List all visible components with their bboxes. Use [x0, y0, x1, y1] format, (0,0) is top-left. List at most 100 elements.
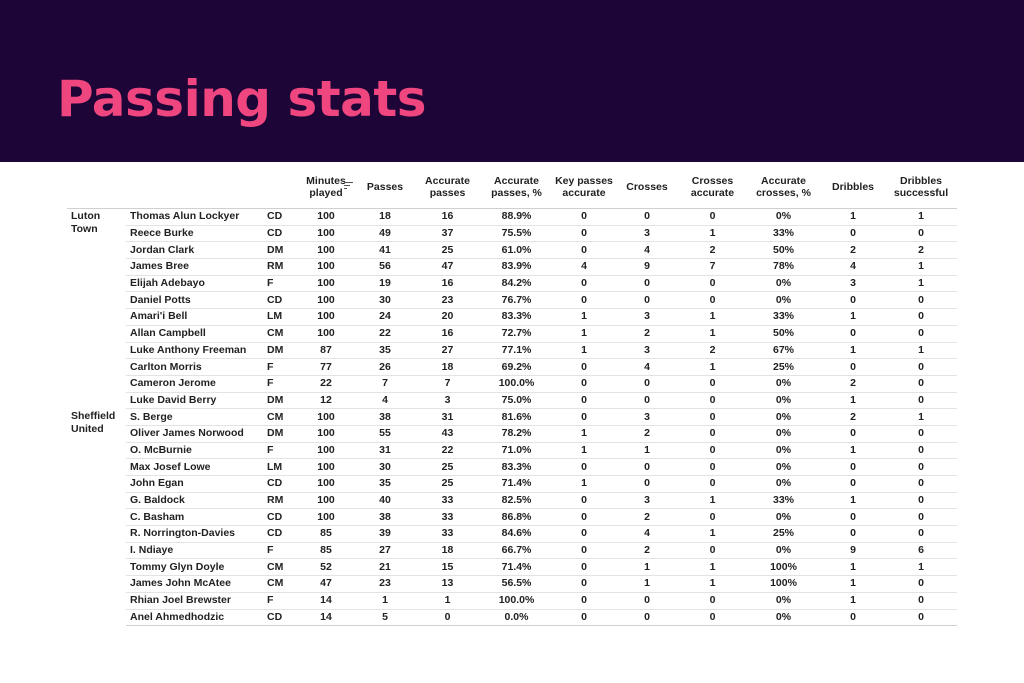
key-passes-accurate-cell: 0 [553, 375, 615, 393]
player-name-cell: Anel Ahmedhodzic [126, 609, 263, 627]
dribbles-successful-cell: 1 [885, 208, 957, 226]
dribbles-cell: 2 [821, 241, 885, 260]
key-passes-accurate-cell: 1 [553, 342, 615, 360]
column-header-key-passes-accurate[interactable]: Key passes accurate [553, 166, 615, 209]
crosses-cell: 3 [615, 308, 679, 326]
minutes-played-cell: 47 [297, 575, 355, 593]
column-header-accurate-passes-pct[interactable]: Accurate passes, % [480, 166, 553, 209]
team-name: Luton Town [71, 210, 101, 235]
crosses-cell: 3 [615, 492, 679, 510]
crosses-cell: 0 [615, 275, 679, 293]
accurate-passes-pct-cell: 71.4% [480, 558, 553, 577]
table-row: John Egan CD 100 35 25 71.4% 1 0 0 0% 0 0 [67, 475, 957, 493]
dribbles-cell: 1 [821, 392, 885, 410]
key-passes-accurate-cell: 0 [553, 358, 615, 376]
key-passes-accurate-cell: 0 [553, 291, 615, 310]
table-row: Anel Ahmedhodzic CD 14 5 0 0.0% 0 0 0 0% 0 0 [67, 609, 957, 627]
column-header-crosses-accurate[interactable]: Crosses accurate [679, 166, 746, 209]
player-name-cell: Allan Campbell [126, 325, 263, 343]
passes-cell: 38 [355, 508, 415, 527]
dribbles-successful-cell: 0 [885, 609, 957, 627]
accurate-crosses-pct-cell: 0% [746, 392, 821, 410]
key-passes-accurate-cell: 0 [553, 508, 615, 527]
passes-cell: 21 [355, 558, 415, 577]
position-cell: CD [263, 291, 297, 310]
accurate-passes-pct-cell: 78.2% [480, 425, 553, 443]
table-row: Cameron Jerome F 22 7 7 100.0% 0 0 0 0% 2 0 [67, 375, 957, 393]
position-cell: F [263, 275, 297, 293]
accurate-passes-cell: 33 [415, 492, 480, 510]
column-header-accurate-passes[interactable]: Accurate passes [415, 166, 480, 209]
team-name: Sheffield United [71, 409, 116, 435]
minutes-played-cell: 85 [297, 525, 355, 543]
crosses-cell: 9 [615, 258, 679, 276]
accurate-passes-pct-cell: 66.7% [480, 542, 553, 560]
passes-cell: 55 [355, 425, 415, 443]
accurate-passes-pct-cell: 71.0% [480, 442, 553, 460]
column-header-dribbles-successful[interactable]: Dribbles successful [885, 166, 957, 209]
crosses-cell: 3 [615, 225, 679, 243]
crosses-cell: 0 [615, 375, 679, 393]
player-name-cell: Max Josef Lowe [126, 458, 263, 476]
dribbles-cell: 0 [821, 425, 885, 443]
crosses-cell: 2 [615, 508, 679, 527]
column-header-minutes-played[interactable]: Minutes played [297, 166, 355, 209]
table-row: Luke Anthony Freeman DM 87 35 27 77.1% 1 3 2 67% 1… [67, 342, 957, 360]
player-name-cell: Rhian Joel Brewster [126, 592, 263, 610]
team-column-header [67, 166, 126, 209]
column-header-crosses[interactable]: Crosses [615, 166, 679, 209]
dribbles-successful-cell: 2 [885, 241, 957, 260]
accurate-crosses-pct-cell: 0% [746, 208, 821, 226]
crosses-cell: 0 [615, 609, 679, 627]
table-row: C. Basham CD 100 38 33 86.8% 0 2 0 0% 0 0 [67, 508, 957, 527]
column-header-dribbles[interactable]: Dribbles [821, 166, 885, 209]
minutes-played-cell: 14 [297, 609, 355, 627]
passes-cell: 23 [355, 575, 415, 593]
key-passes-accurate-cell: 0 [553, 241, 615, 260]
minutes-played-cell: 85 [297, 542, 355, 560]
dribbles-cell: 0 [821, 525, 885, 543]
table-body: Luton Town Thomas Alun Lockyer CD 100 18 16 88… [67, 208, 957, 627]
player-name-cell: Cameron Jerome [126, 375, 263, 393]
position-cell: F [263, 592, 297, 610]
dribbles-cell: 1 [821, 342, 885, 360]
table-header-row: Minutes played Passes Accurate passes Ac… [67, 166, 957, 209]
passes-cell: 22 [355, 325, 415, 343]
dribbles-successful-cell: 1 [885, 258, 957, 276]
accurate-crosses-pct-cell: 25% [746, 358, 821, 376]
crosses-cell: 0 [615, 475, 679, 493]
accurate-crosses-pct-cell: 25% [746, 525, 821, 543]
key-passes-accurate-cell: 0 [553, 558, 615, 577]
dribbles-cell: 9 [821, 542, 885, 560]
accurate-passes-cell: 20 [415, 308, 480, 326]
dribbles-successful-cell: 0 [885, 492, 957, 510]
dribbles-cell: 2 [821, 408, 885, 426]
dribbles-cell: 0 [821, 475, 885, 493]
accurate-passes-pct-cell: 83.3% [480, 458, 553, 476]
passes-cell: 1 [355, 592, 415, 610]
passes-cell: 39 [355, 525, 415, 543]
table-row: Sheffield United S. Berge CM 100 38 31 81.6% 0 3… [67, 408, 957, 435]
player-name-cell: C. Basham [126, 508, 263, 527]
accurate-passes-cell: 1 [415, 592, 480, 610]
column-header-accurate-crosses-pct[interactable]: Accurate crosses, % [746, 166, 821, 209]
crosses-accurate-cell: 0 [679, 458, 746, 476]
accurate-passes-pct-cell: 84.6% [480, 525, 553, 543]
minutes-played-cell: 100 [297, 408, 355, 426]
crosses-cell: 3 [615, 408, 679, 426]
key-passes-accurate-cell: 1 [553, 425, 615, 443]
player-name-cell: R. Norrington-Davies [126, 525, 263, 543]
accurate-crosses-pct-cell: 67% [746, 342, 821, 360]
column-header-passes[interactable]: Passes [355, 166, 415, 209]
minutes-played-cell: 100 [297, 425, 355, 443]
crosses-accurate-cell: 0 [679, 442, 746, 460]
key-passes-accurate-cell: 1 [553, 475, 615, 493]
dribbles-cell: 1 [821, 442, 885, 460]
passes-cell: 35 [355, 475, 415, 493]
passes-cell: 24 [355, 308, 415, 326]
dribbles-cell: 0 [821, 291, 885, 310]
sort-descending-icon[interactable] [344, 180, 353, 189]
accurate-passes-pct-cell: 72.7% [480, 325, 553, 343]
position-cell: CD [263, 609, 297, 627]
player-name-cell: John Egan [126, 475, 263, 493]
